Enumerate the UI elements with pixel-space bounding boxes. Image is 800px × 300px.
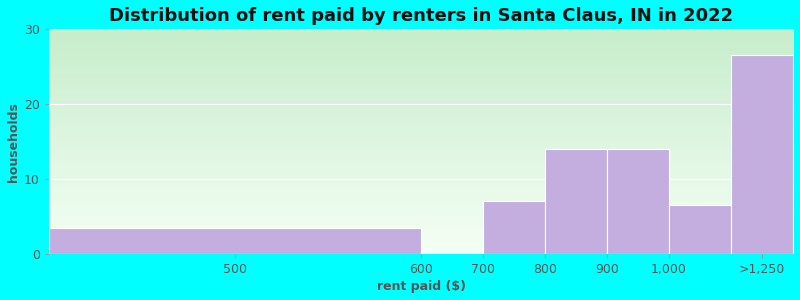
Bar bbox=[545, 149, 607, 254]
Bar bbox=[483, 202, 545, 254]
Y-axis label: households: households bbox=[7, 102, 20, 182]
Title: Distribution of rent paid by renters in Santa Claus, IN in 2022: Distribution of rent paid by renters in … bbox=[109, 7, 733, 25]
Bar bbox=[607, 149, 669, 254]
X-axis label: rent paid ($): rent paid ($) bbox=[377, 280, 466, 293]
Bar bbox=[669, 205, 731, 254]
Bar bbox=[49, 228, 421, 254]
Bar bbox=[731, 56, 793, 254]
